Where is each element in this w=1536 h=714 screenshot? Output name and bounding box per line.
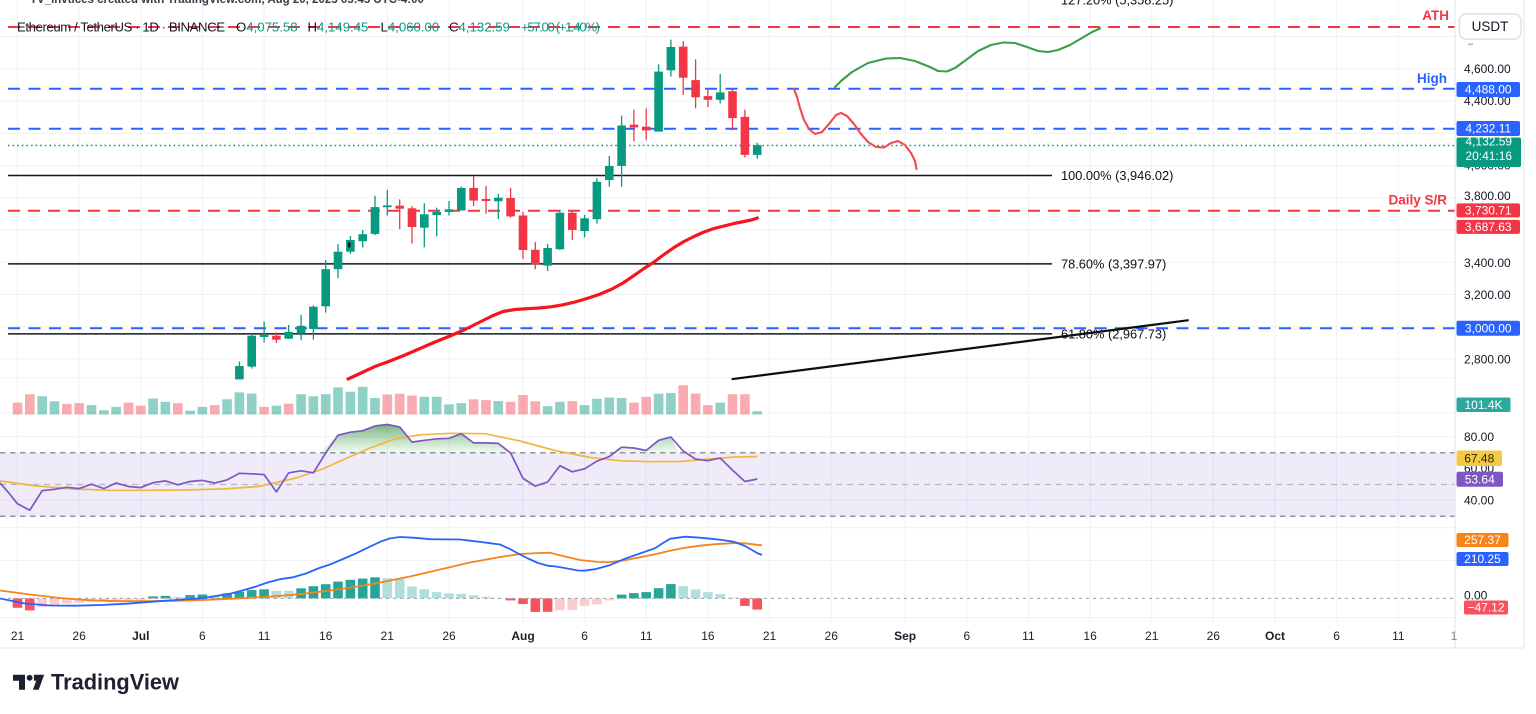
svg-text:11: 11: [1022, 629, 1035, 643]
svg-text:6: 6: [199, 629, 206, 643]
svg-text:26: 26: [442, 629, 456, 643]
svg-text:26: 26: [1207, 629, 1221, 643]
svg-text:21: 21: [11, 629, 25, 643]
svg-text:11: 11: [640, 629, 653, 643]
svg-text:4,400.00: 4,400.00: [1464, 94, 1511, 108]
svg-text:0.00: 0.00: [1464, 589, 1488, 603]
svg-text:20:41:16: 20:41:16: [1465, 149, 1512, 163]
svg-text:6: 6: [1333, 629, 1340, 643]
svg-text:78.60% (3,397.97): 78.60% (3,397.97): [1061, 256, 1166, 271]
svg-text:−47.12: −47.12: [1467, 601, 1504, 615]
svg-text:Aug: Aug: [511, 629, 534, 643]
svg-text:21: 21: [381, 629, 395, 643]
svg-text:Oct: Oct: [1265, 629, 1285, 643]
svg-text:11: 11: [258, 629, 271, 643]
svg-text:4,132.59: 4,132.59: [1465, 135, 1512, 149]
svg-text:4,232.11: 4,232.11: [1465, 122, 1511, 136]
svg-text:40.00: 40.00: [1464, 493, 1494, 507]
svg-text:3,800.00: 3,800.00: [1464, 189, 1511, 203]
svg-text:3,400.00: 3,400.00: [1464, 256, 1511, 270]
svg-text:61.80% (2,967.73): 61.80% (2,967.73): [1061, 326, 1166, 341]
svg-text:USDT: USDT: [1472, 19, 1509, 34]
svg-text:3,200.00: 3,200.00: [1464, 288, 1511, 302]
svg-text:Jul: Jul: [132, 629, 149, 643]
svg-text:2,800.00: 2,800.00: [1464, 353, 1511, 367]
svg-text:4,600.00: 4,600.00: [1464, 62, 1511, 76]
svg-text:3,000.00: 3,000.00: [1465, 322, 1512, 336]
svg-text:3,730.71: 3,730.71: [1465, 204, 1512, 218]
svg-text:16: 16: [319, 629, 333, 643]
svg-text:101.4K: 101.4K: [1464, 398, 1502, 412]
svg-text:TradingView: TradingView: [51, 670, 179, 695]
svg-text:80.00: 80.00: [1464, 430, 1494, 444]
svg-text:21: 21: [763, 629, 777, 643]
svg-text:67.48: 67.48: [1464, 451, 1494, 465]
svg-text:1: 1: [1451, 629, 1458, 643]
svg-text:26: 26: [825, 629, 839, 643]
svg-text:ATH: ATH: [1422, 8, 1449, 23]
svg-text:210.25: 210.25: [1464, 552, 1501, 566]
svg-text:Daily S/R: Daily S/R: [1388, 193, 1447, 208]
svg-text:6: 6: [963, 629, 970, 643]
svg-text:High: High: [1417, 71, 1447, 86]
svg-text:16: 16: [701, 629, 715, 643]
svg-text:257.37: 257.37: [1464, 533, 1501, 547]
svg-text:TV_invtices created with Tradi: TV_invtices created with TradingView.com…: [30, 0, 424, 6]
svg-text:100.00% (3,946.02): 100.00% (3,946.02): [1061, 168, 1173, 183]
svg-text:6: 6: [581, 629, 588, 643]
svg-text:127.20% (5,358.25): 127.20% (5,358.25): [1061, 0, 1173, 8]
svg-text:3,687.63: 3,687.63: [1465, 220, 1512, 234]
svg-text:53.64: 53.64: [1465, 473, 1495, 487]
svg-text:16: 16: [1083, 629, 1097, 643]
svg-text:11: 11: [1392, 629, 1405, 643]
svg-text:21: 21: [1145, 629, 1159, 643]
svg-text:Ethereum / TetherUS · 1D · BIN: Ethereum / TetherUS · 1D · BINANCE O4,075…: [17, 20, 600, 35]
svg-text:26: 26: [72, 629, 86, 643]
svg-text:4,488.00: 4,488.00: [1465, 83, 1512, 97]
svg-text:Sep: Sep: [894, 629, 916, 643]
